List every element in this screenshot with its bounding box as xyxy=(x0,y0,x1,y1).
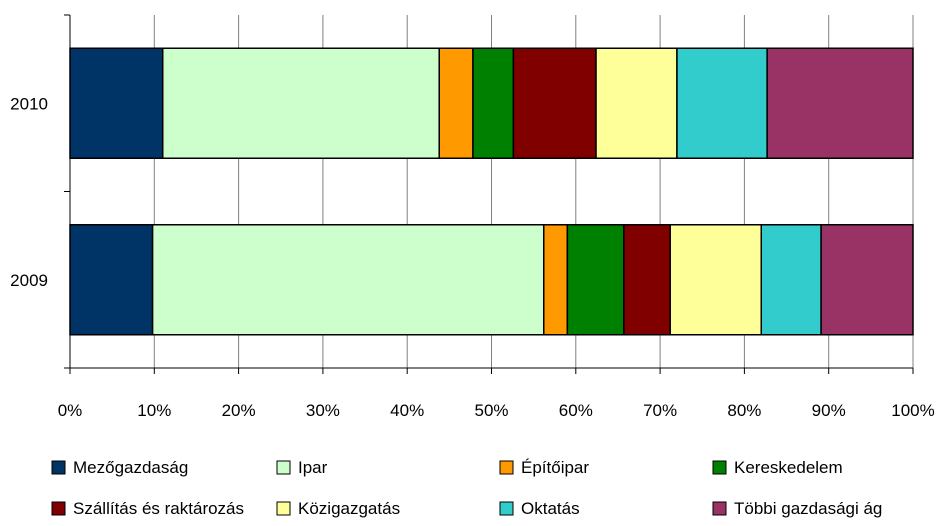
x-tick-label: 80% xyxy=(727,401,761,420)
bar-segment xyxy=(766,47,914,159)
bar-segment xyxy=(543,224,569,336)
legend-item: Oktatás xyxy=(499,499,580,518)
bars xyxy=(69,47,914,336)
x-tick-label: 30% xyxy=(306,401,340,420)
x-tick-label: 10% xyxy=(137,401,171,420)
legend-swatch xyxy=(51,460,66,475)
x-tick-label: 60% xyxy=(559,401,593,420)
bar-segment xyxy=(438,47,474,159)
legend-label: Szállítás és raktározás xyxy=(73,499,244,518)
category-label: 2009 xyxy=(10,271,48,290)
legend-swatch xyxy=(276,501,291,516)
legend-item: Többi gazdasági ág xyxy=(712,499,882,518)
x-tick-label: 50% xyxy=(474,401,508,420)
legend-label: Mezőgazdaság xyxy=(73,458,188,477)
legend-label: Ipar xyxy=(298,458,328,477)
legend: Mezőgazdaság Ipar Építőipar Kereskedelem Szá… xyxy=(51,458,882,518)
legend-label: Építőipar xyxy=(521,458,589,477)
x-tick-label: 0% xyxy=(58,401,83,420)
legend-item: Kereskedelem xyxy=(712,458,843,477)
legend-label: Kereskedelem xyxy=(734,458,843,477)
x-tick-label: 100% xyxy=(891,401,934,420)
x-tick-label: 40% xyxy=(390,401,424,420)
legend-item: Szállítás és raktározás xyxy=(51,499,244,518)
bar-segment xyxy=(820,224,914,336)
axes xyxy=(64,14,914,374)
legend-item: Mezőgazdaság xyxy=(51,458,188,477)
legend-swatch xyxy=(712,501,727,516)
bar-segment xyxy=(69,47,164,159)
category-labels: 2010 2009 xyxy=(10,94,48,290)
bar-segment xyxy=(512,47,597,159)
legend-swatch xyxy=(499,460,514,475)
bar-segment xyxy=(676,47,768,159)
legend-item: Építőipar xyxy=(499,458,589,477)
legend-item: Ipar xyxy=(276,458,328,477)
legend-label: Közigazgatás xyxy=(298,499,400,518)
x-tick-label: 90% xyxy=(812,401,846,420)
legend-swatch xyxy=(276,460,291,475)
bar-row-2010 xyxy=(69,47,914,159)
bar-segment xyxy=(595,47,678,159)
legend-label: Oktatás xyxy=(521,499,580,518)
x-tick-label: 20% xyxy=(222,401,256,420)
x-tick-labels: 0% 10% 20% 30% 40% 50% 60% 70% 80% 90% 100% xyxy=(58,401,935,420)
bar-row-2009 xyxy=(69,224,914,336)
bar-segment xyxy=(151,224,545,336)
category-label: 2010 xyxy=(10,94,48,113)
x-tick-label: 70% xyxy=(643,401,677,420)
bar-segment xyxy=(472,47,515,159)
legend-label: Többi gazdasági ág xyxy=(734,499,882,518)
bar-segment xyxy=(69,224,154,336)
bar-segment xyxy=(669,224,763,336)
legend-swatch xyxy=(499,501,514,516)
legend-item: Közigazgatás xyxy=(276,499,400,518)
bar-segment xyxy=(161,47,440,159)
bar-segment xyxy=(760,224,822,336)
bar-segment xyxy=(566,224,625,336)
legend-swatch xyxy=(51,501,66,516)
legend-swatch xyxy=(712,460,727,475)
bar-segment xyxy=(623,224,671,336)
